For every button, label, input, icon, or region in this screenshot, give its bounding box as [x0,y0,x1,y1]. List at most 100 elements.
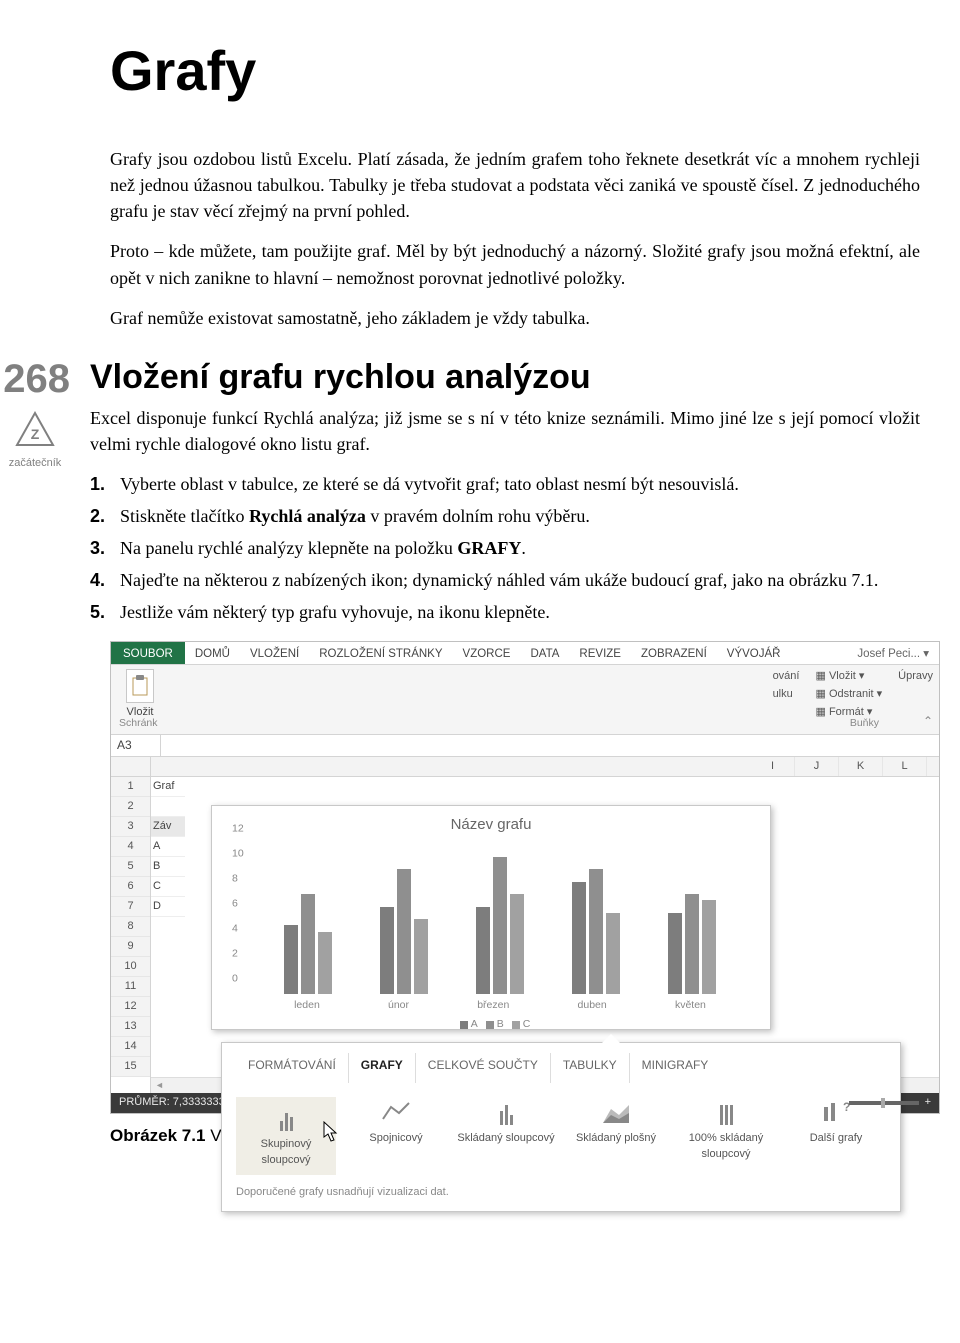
editing-button[interactable]: Úpravy [898,669,933,685]
qa-option-label: Další grafy [786,1131,886,1147]
row-header[interactable]: 10 [111,957,150,977]
legend-swatch [460,1021,468,1029]
cell[interactable]: B [151,857,185,877]
column-header[interactable]: I [751,757,795,776]
row-header[interactable]: 4 [111,837,150,857]
delete-cells-button[interactable]: ▦ Odstranit ▾ [815,687,882,703]
beginner-icon: Z [15,411,55,447]
chart-type-icon [489,1097,523,1125]
intro-para-3: Graf nemůže existovat samostatně, jeho z… [110,305,920,331]
cell[interactable]: Graf [151,777,185,797]
ribbon-tab-revize[interactable]: REVIZE [569,642,631,664]
chart-ytick: 10 [232,846,244,861]
user-label[interactable]: Josef Peci... ▾ [847,642,939,664]
step-item: Na panelu rychlé analýzy klepněte na pol… [90,535,920,561]
cell[interactable]: Záv [151,817,185,837]
row-header[interactable]: 7 [111,897,150,917]
chart-xlabel: květen [675,998,706,1013]
steps-list: Vyberte oblast v tabulce, ze které se dá… [90,471,920,625]
qa-tab[interactable]: CELKOVÉ SOUČTY [416,1053,551,1082]
qa-chart-option[interactable]: 100% skládaný sloupcový [676,1097,776,1175]
row-header[interactable]: 15 [111,1057,150,1077]
chart-type-icon [709,1097,743,1125]
step-item: Jestliže vám některý typ grafu vyhovuje,… [90,599,920,625]
tip-intro: Excel disponuje funkcí Rychlá analýza; j… [90,405,920,457]
column-header[interactable]: K [839,757,883,776]
row-header[interactable]: 3 [111,817,150,837]
qa-option-label: Skupinový sloupcový [240,1137,332,1169]
cells-group: ▦ Vložit ▾ ▦ Odstranit ▾ ▦ Formát ▾ [815,669,882,723]
paste-icon[interactable] [126,669,154,703]
step-item: Najeďte na některou z nabízených ikon; d… [90,567,920,593]
qa-option-label: Skládaný sloupcový [456,1131,556,1147]
chart-bar [510,894,524,994]
chart-bar [685,894,699,994]
status-average: PRŮMĚR: 7,333333333 [119,1095,237,1111]
column-header[interactable]: L [883,757,927,776]
cell[interactable]: A [151,837,185,857]
row-header[interactable]: 14 [111,1037,150,1057]
hidden-group-fragments: ování ulku [773,669,800,723]
ribbon-tab-data[interactable]: DATA [520,642,569,664]
clipboard-group-label: Schránk [119,716,158,731]
chart-xlabel: leden [294,998,320,1013]
cell[interactable]: D [151,897,185,917]
qa-option-label: Spojnicový [346,1131,446,1147]
ribbon-tab-rozložení stránky[interactable]: ROZLOŽENÍ STRÁNKY [309,642,452,664]
chart-ytick: 8 [232,871,238,886]
ribbon-tab-soubor[interactable]: SOUBOR [111,642,185,664]
chart-bar [572,882,586,995]
cell[interactable]: C [151,877,185,897]
qa-chart-option[interactable]: Skládaný sloupcový [456,1097,556,1175]
row-header[interactable]: 11 [111,977,150,997]
qa-tab[interactable]: TABULKY [551,1053,630,1082]
row-header[interactable]: 6 [111,877,150,897]
ribbon-tab-vložení[interactable]: VLOŽENÍ [240,642,309,664]
row-header[interactable]: 12 [111,997,150,1017]
qa-tab[interactable]: GRAFY [349,1053,416,1082]
qa-option-label: 100% skládaný sloupcový [676,1131,776,1163]
ribbon-tab-vzorce[interactable]: VZORCE [453,642,521,664]
chart-ytick: 4 [232,921,238,936]
svg-text:Z: Z [31,426,40,442]
ribbon-tab-domů[interactable]: DOMŮ [185,642,240,664]
qa-chart-option[interactable]: ?Další grafy [786,1097,886,1175]
qa-option-label: Skládaný plošný [566,1131,666,1147]
chart-bar [397,869,411,994]
qa-tab[interactable]: MINIGRAFY [630,1053,721,1082]
row-header[interactable]: 9 [111,937,150,957]
chart-legend: ABC [212,1017,770,1032]
qa-tab[interactable]: FORMÁTOVÁNÍ [236,1053,349,1082]
chart-bar [380,907,394,995]
chart-bar [668,913,682,994]
ribbon-tab-vývojář[interactable]: VÝVOJÁŘ [717,642,791,664]
chart-xlabel: duben [578,998,607,1013]
column-header[interactable]: J [795,757,839,776]
level-label: začátečník [0,456,70,472]
qa-chart-option[interactable]: Spojnicový [346,1097,446,1175]
ribbon-tab-zobrazení[interactable]: ZOBRAZENÍ [631,642,717,664]
cell[interactable] [151,797,185,817]
qa-chart-option[interactable]: Skládaný plošný [566,1097,666,1175]
row-header[interactable]: 5 [111,857,150,877]
row-header[interactable]: 8 [111,917,150,937]
legend-label: B [497,1018,504,1030]
intro-para-2: Proto – kde můžete, tam použijte graf. M… [110,238,920,290]
insert-cells-button[interactable]: ▦ Vložit ▾ [815,669,882,685]
name-box[interactable]: A3 [111,735,161,756]
chart-bar [284,925,298,994]
row-header[interactable]: 1 [111,777,150,797]
collapse-ribbon-icon[interactable]: ⌃ [923,713,933,730]
row-header[interactable]: 2 [111,797,150,817]
page-title: Grafy [110,30,920,111]
step-item: Vyberte oblast v tabulce, ze které se dá… [90,471,920,497]
chart-ytick: 12 [232,821,244,836]
chart-bar [318,932,332,995]
qa-note: Doporučené grafy usnadňují vizualizaci d… [222,1181,900,1211]
chart-ytick: 6 [232,896,238,911]
row-header[interactable]: 13 [111,1017,150,1037]
level-badge: Z začátečník [0,411,90,472]
chart-xlabel: únor [388,998,409,1013]
chart-bar [301,894,315,994]
qa-chart-option[interactable]: Skupinový sloupcový [236,1097,336,1175]
